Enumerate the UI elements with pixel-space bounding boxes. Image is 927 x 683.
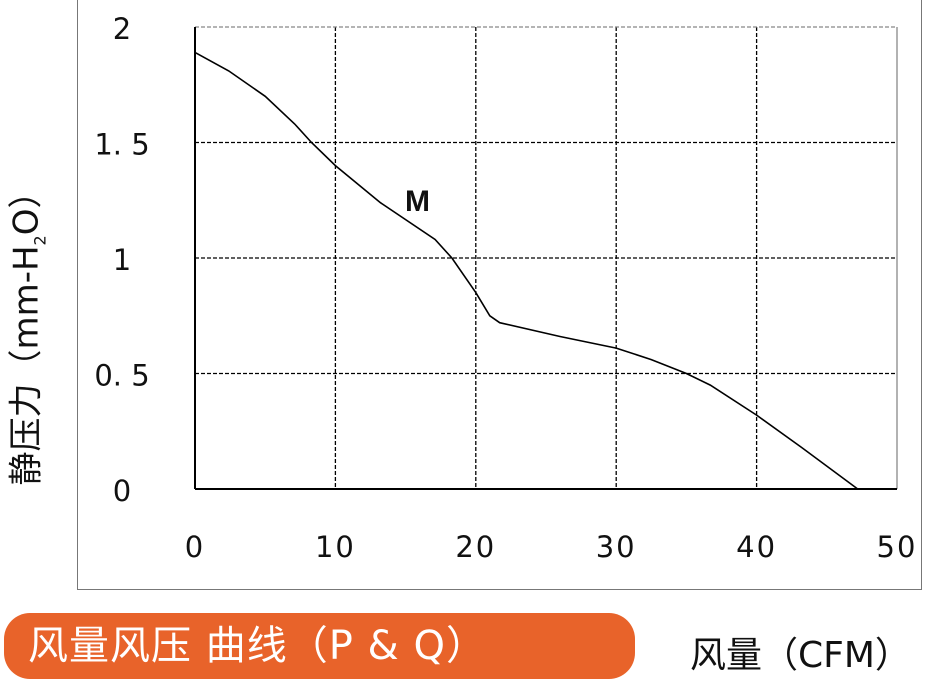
curve-annotation-m: M [405, 185, 430, 218]
y-tick-labels: 0 0. 5 1 1. 5 2 [94, 12, 149, 508]
grid [195, 26, 898, 489]
y-tick-label: 2 [113, 12, 131, 46]
series-line-pq-curve [194, 51, 859, 490]
x-tick-label: 10 [315, 530, 356, 564]
chart-title: 风量风压 曲线（P & Q） [28, 623, 487, 669]
y-tick-label: 0. 5 [94, 359, 149, 393]
x-tick-label: 30 [596, 530, 637, 564]
x-axis-label: 风量（CFM） [690, 635, 911, 676]
chart-plot: 0 10 20 30 40 50 0 0. 5 1 1. 5 2 M [94, 12, 918, 564]
x-tick-label: 0 [185, 530, 205, 564]
y-tick-label: 0 [113, 474, 131, 508]
y-tick-label: 1 [113, 243, 131, 277]
x-tick-label: 20 [455, 530, 496, 564]
x-tick-label: 50 [877, 530, 918, 564]
x-tick-labels: 0 10 20 30 40 50 [185, 530, 918, 564]
axes [194, 27, 897, 490]
y-axis-label: 静压力（mm-H2O） [0, 174, 50, 486]
y-axis-label-main: 静压力（mm-H [6, 245, 47, 486]
chart-title-banner: 风量风压 曲线（P & Q） [4, 613, 635, 679]
y-axis-label-tail: O） [6, 174, 47, 236]
y-tick-label: 1. 5 [94, 128, 149, 162]
x-tick-label: 40 [736, 530, 777, 564]
y-axis-label-subscript: 2 [30, 235, 50, 246]
chart-frame [77, 0, 922, 590]
